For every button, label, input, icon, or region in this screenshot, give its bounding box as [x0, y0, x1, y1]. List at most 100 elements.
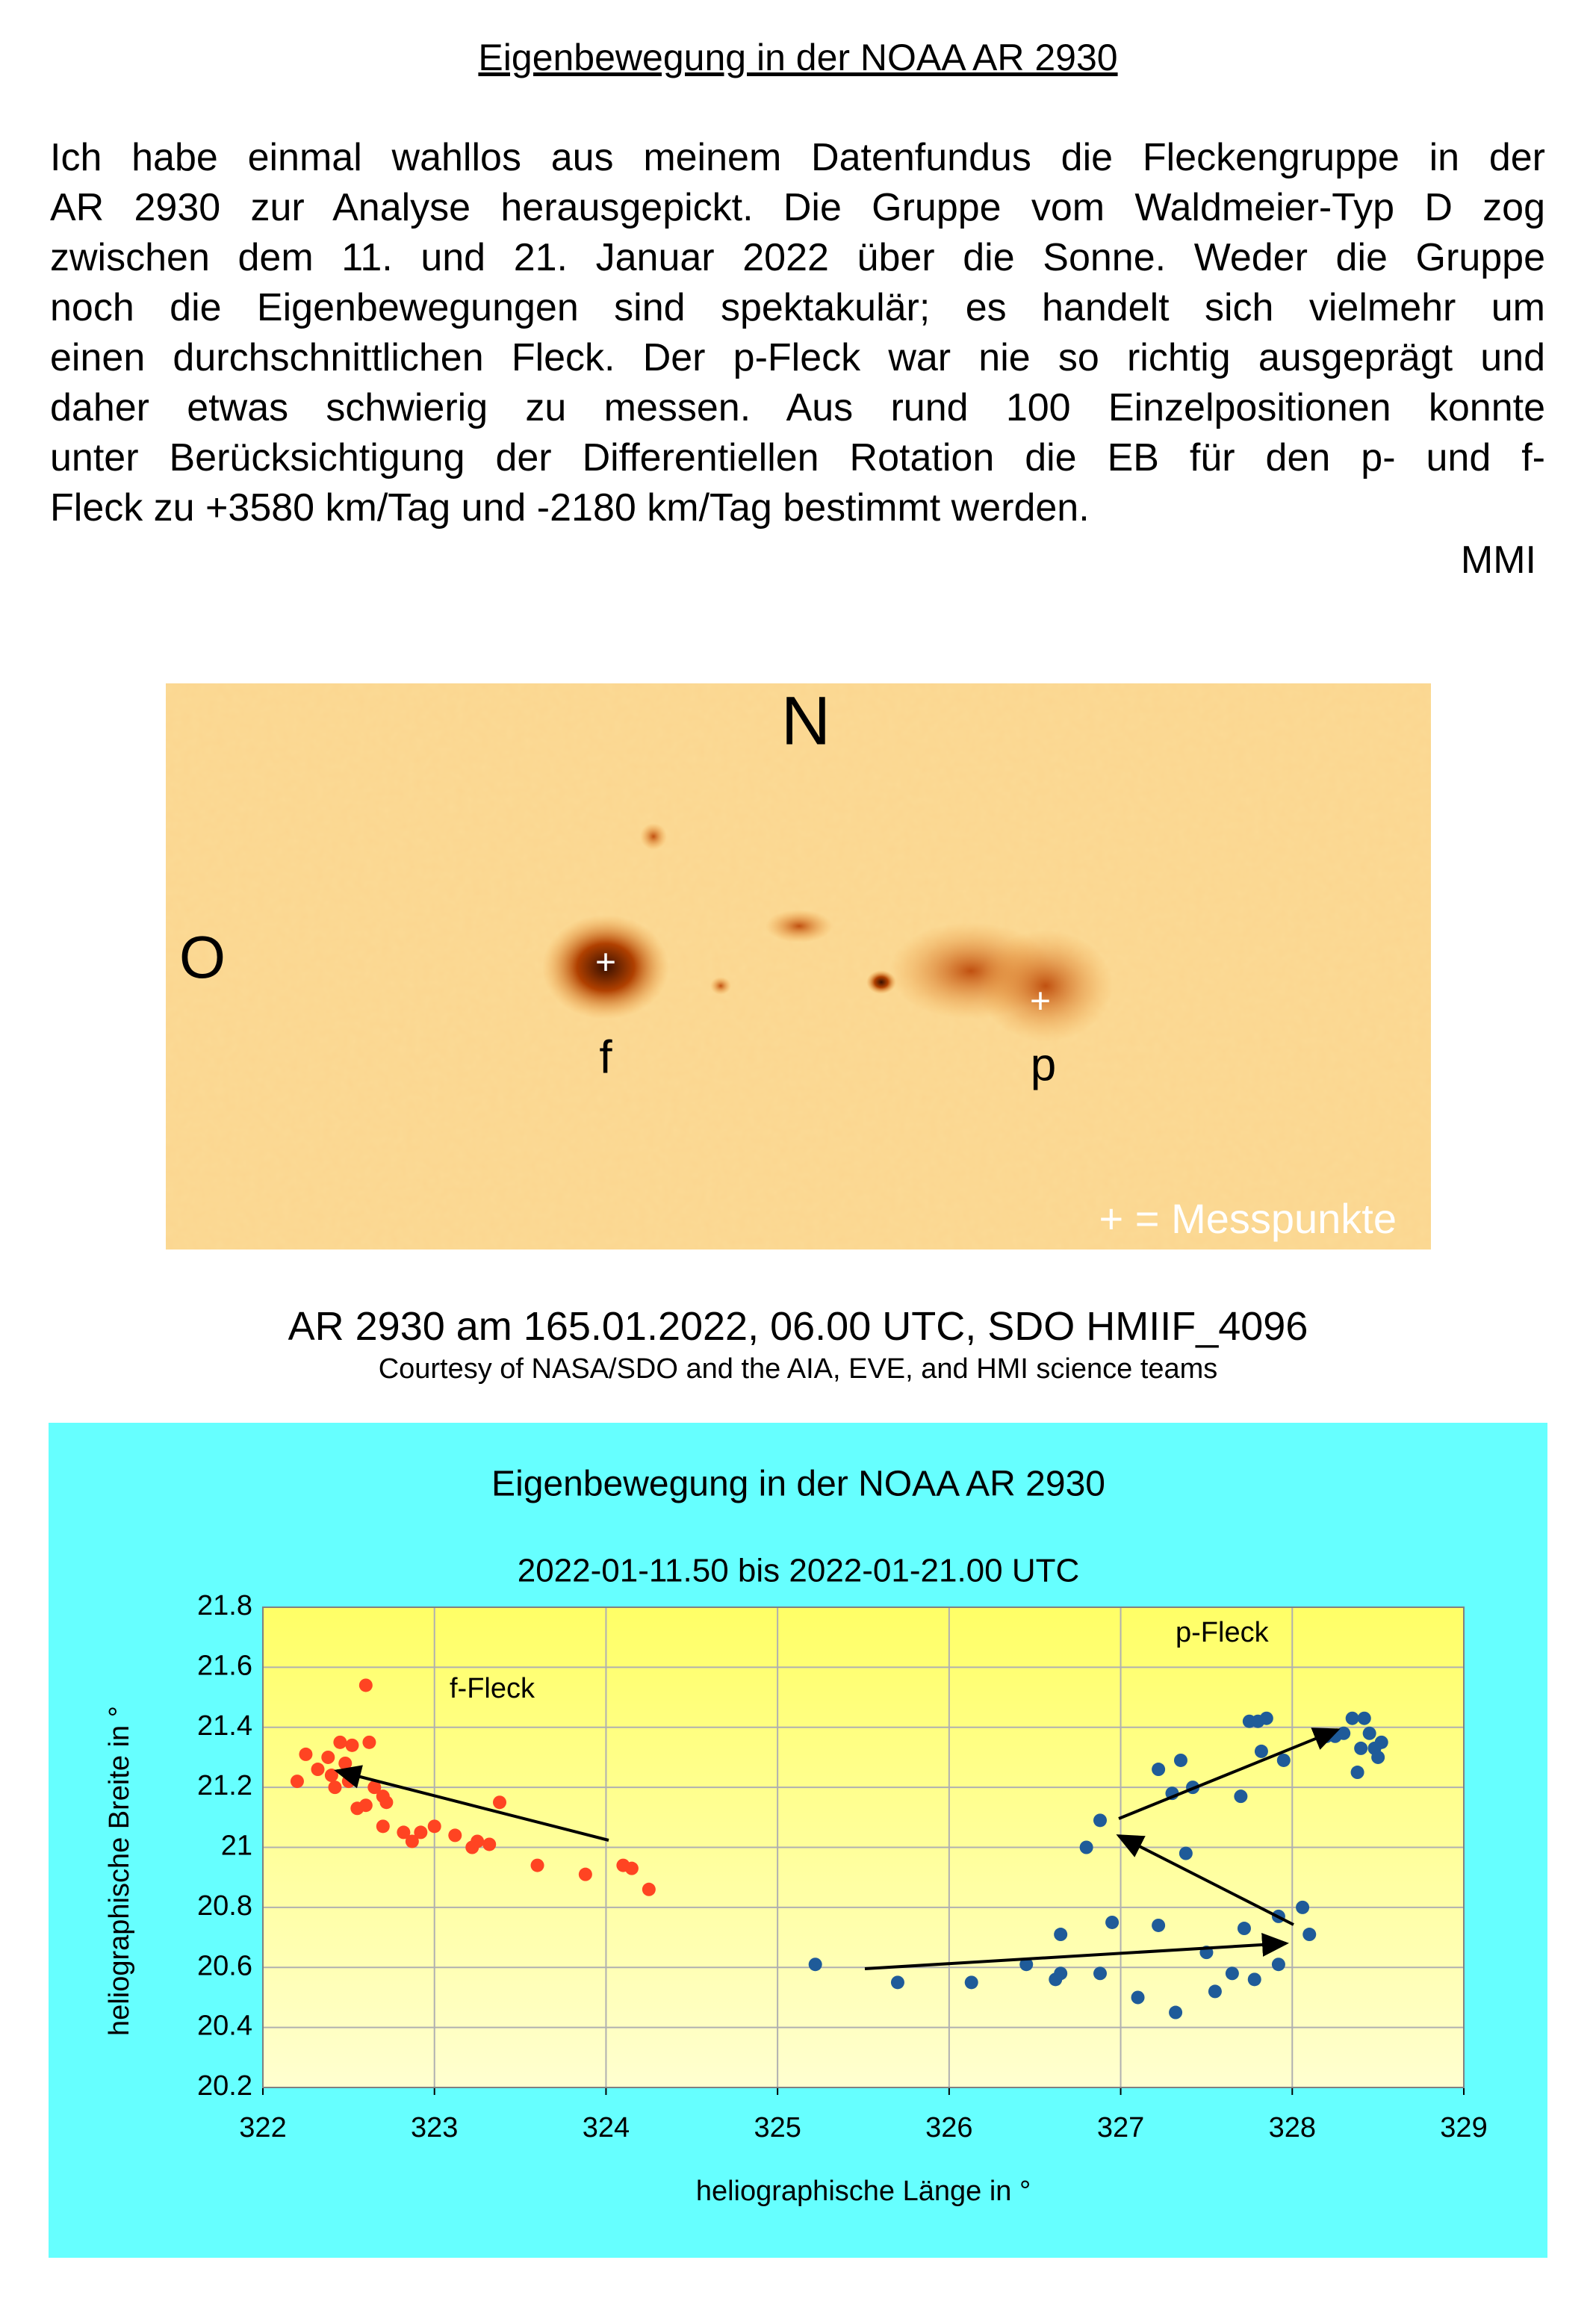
f-label: f [599, 1031, 612, 1083]
data-point [493, 1795, 507, 1810]
data-point [1276, 1753, 1291, 1767]
data-point [1247, 1972, 1261, 1987]
measure-marker: + [595, 943, 616, 983]
data-point [341, 1775, 355, 1789]
data-point [397, 1825, 411, 1840]
data-point [1259, 1711, 1273, 1725]
data-point [414, 1825, 428, 1840]
paragraph-line: Fleck zu +3580 km/Tag und -2180 km/Tag b… [50, 486, 1090, 530]
data-point [1169, 2005, 1183, 2020]
arrow [1118, 1727, 1341, 1820]
data-point [311, 1763, 325, 1777]
data-point [324, 1769, 338, 1783]
signature: MMI [1460, 538, 1536, 582]
data-point [290, 1775, 304, 1789]
series-annotation: p-Fleck [1176, 1617, 1270, 1648]
data-point [1019, 1958, 1034, 1972]
paragraph-line: Ich habe einmal wahllos aus meinem Daten… [50, 136, 1545, 179]
document-title: Eigenbewegung in der NOAA AR 2930 [478, 37, 1118, 78]
paragraph-line: zwischen dem 11. und 21. Januar 2022 übe… [50, 236, 1545, 279]
x-tick-label: 327 [1097, 2112, 1144, 2143]
data-point [427, 1819, 441, 1834]
data-point [321, 1750, 335, 1764]
arrow [334, 1765, 609, 1842]
data-point [1357, 1711, 1371, 1725]
data-point [1296, 1900, 1310, 1914]
data-point [1234, 1789, 1248, 1804]
data-point [890, 1975, 904, 1990]
data-point [376, 1819, 390, 1834]
data-point [1131, 1990, 1145, 2005]
data-point [642, 1882, 656, 1896]
data-point [1362, 1726, 1376, 1740]
data-point [345, 1738, 359, 1752]
x-tick-label: 324 [583, 2112, 630, 2143]
data-point [328, 1781, 342, 1795]
data-point [1374, 1735, 1388, 1749]
data-point [1225, 1966, 1239, 1981]
x-tick-label: 326 [925, 2112, 972, 2143]
y-tick-label: 20.8 [197, 1890, 252, 1922]
p-label: p [1031, 1039, 1056, 1090]
motion-arrows [334, 1727, 1341, 1970]
data-point [1371, 1750, 1385, 1764]
x-tick-label: 329 [1440, 2112, 1487, 2143]
data-point [1354, 1741, 1368, 1755]
data-point [405, 1834, 419, 1848]
data-point [1105, 1915, 1120, 1929]
data-point [1054, 1928, 1068, 1942]
data-point [379, 1795, 394, 1810]
data-point [1152, 1918, 1166, 1932]
data-point [1254, 1744, 1268, 1758]
paragraph-line: unter Berücksichtigung der Differentiell… [50, 436, 1545, 479]
data-point [1208, 1984, 1222, 1999]
series-annotation: f-Fleck [450, 1673, 535, 1704]
arrow [1116, 1834, 1294, 1926]
x-tick-label: 322 [239, 2112, 286, 2143]
chart-subtitle: 2022-01-11.50 bis 2022-01-21.00 UTC [518, 1553, 1080, 1589]
data-point [362, 1735, 376, 1749]
data-point [578, 1867, 592, 1881]
y-tick-label: 21.4 [197, 1710, 252, 1742]
data-point [1345, 1711, 1359, 1725]
paragraph: Ich habe einmal wahllos aus meinem Daten… [50, 133, 1545, 533]
data-point [1093, 1966, 1108, 1981]
y-tick-label: 21.6 [197, 1650, 252, 1681]
data-point [338, 1756, 353, 1770]
data-point [367, 1781, 382, 1795]
arrow [864, 1932, 1289, 1970]
data-point [333, 1735, 347, 1749]
north-label: N [781, 683, 830, 759]
data-point [530, 1858, 544, 1872]
data-point [1093, 1813, 1108, 1828]
y-tick-label: 21 [221, 1831, 252, 1862]
data-point [964, 1975, 978, 1990]
data-point [1152, 1763, 1166, 1777]
image-legend: + = Messpunkte [1099, 1195, 1397, 1242]
data-point [1271, 1958, 1285, 1972]
data-point [1350, 1766, 1364, 1780]
data-point [448, 1828, 462, 1843]
data-point [358, 1798, 373, 1813]
x-tick-label: 325 [754, 2112, 801, 2143]
x-tick-label: 328 [1269, 2112, 1316, 2143]
data-point [299, 1747, 313, 1761]
y-tick-label: 21.2 [197, 1770, 252, 1801]
data-point [482, 1837, 497, 1851]
data-point [1179, 1846, 1193, 1860]
image-caption: AR 2930 am 165.01.2022, 06.00 UTC, SDO H… [288, 1304, 1308, 1349]
y-tick-label: 20.6 [197, 1950, 252, 1981]
y-tick-label: 20.4 [197, 2011, 252, 2042]
data-point [358, 1678, 373, 1692]
data-point [1302, 1928, 1317, 1942]
y-axis-label: heliographische Breite in ° [104, 1706, 135, 2036]
data-point [1173, 1753, 1187, 1767]
paragraph-line: daher etwas schwierig zu messen. Aus run… [50, 386, 1545, 429]
data-point [1337, 1726, 1351, 1740]
data-point [471, 1834, 485, 1848]
data-point [1237, 1922, 1251, 1936]
data-point [808, 1958, 822, 1972]
image-credit: Courtesy of NASA/SDO and the AIA, EVE, a… [378, 1353, 1218, 1385]
